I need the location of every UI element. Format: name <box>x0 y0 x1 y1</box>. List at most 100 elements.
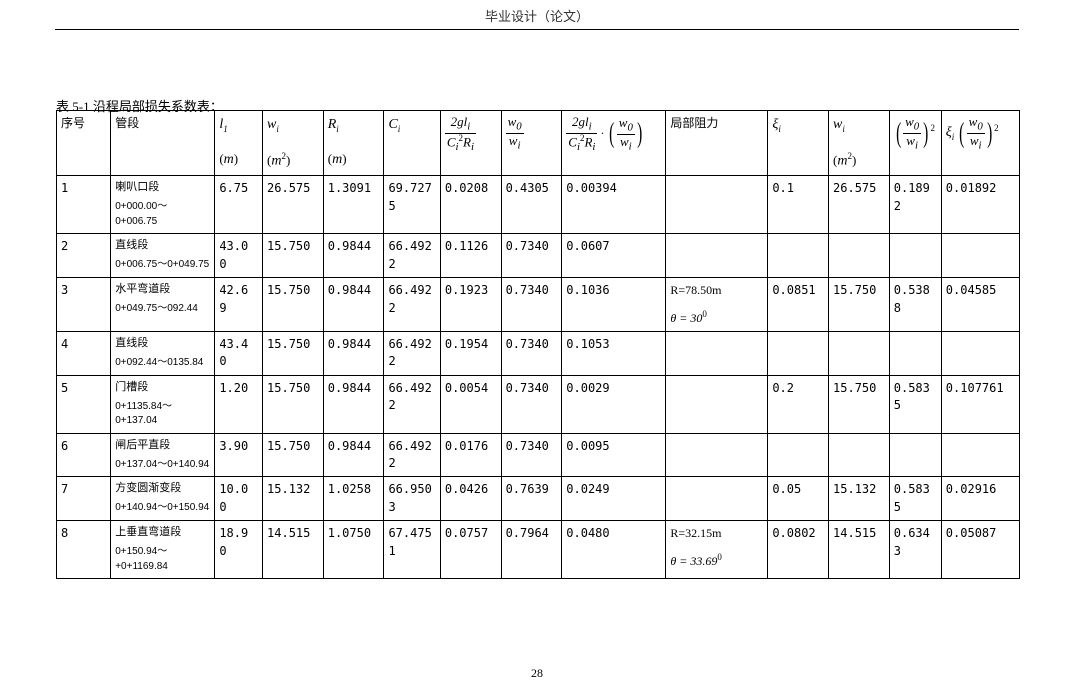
cell-r2: 0.04585 <box>941 278 1019 332</box>
cell-li: 43.40 <box>215 331 263 375</box>
cell-segment: 门槽段0+1135.84～0+137.04 <box>111 375 215 433</box>
cell-li: 10.00 <box>215 477 263 521</box>
cell-ci: 66.4922 <box>384 234 440 278</box>
cell-wi: 15.750 <box>263 331 324 375</box>
cell-ci: 67.4751 <box>384 521 440 579</box>
cell-ri: 0.9844 <box>323 331 384 375</box>
cell-xi <box>768 234 829 278</box>
cell-resistance: R=32.15mθ = 33.690 <box>666 521 768 579</box>
cell-index: 4 <box>57 331 111 375</box>
cell-resistance <box>666 234 768 278</box>
cell-r2 <box>941 331 1019 375</box>
cell-wi2 <box>829 331 890 375</box>
cell-wi2: 15.750 <box>829 375 890 433</box>
table-row: 6闸后平直段0+137.04～0+140.943.9015.7500.98446… <box>57 433 1020 477</box>
cell-index: 2 <box>57 234 111 278</box>
cell-segment: 直线段0+006.75～0+049.75 <box>111 234 215 278</box>
cell-r1: 0.6343 <box>889 521 941 579</box>
cell-q3: 0.1053 <box>562 331 666 375</box>
cell-r1: 0.5835 <box>889 375 941 433</box>
loss-coefficient-table: 序号 管段 l1 (m) wi (m2) Ri (m) Ci 2gli Ci2R… <box>56 110 1020 579</box>
cell-wi: 15.132 <box>263 477 324 521</box>
cell-wi2: 15.132 <box>829 477 890 521</box>
cell-wi: 15.750 <box>263 433 324 477</box>
cell-segment: 水平弯道段0+049.75～092.44 <box>111 278 215 332</box>
cell-r1: 0.1892 <box>889 176 941 234</box>
cell-q1: 0.1126 <box>440 234 501 278</box>
cell-index: 3 <box>57 278 111 332</box>
cell-q1: 0.0054 <box>440 375 501 433</box>
cell-li: 3.90 <box>215 433 263 477</box>
cell-xi: 0.05 <box>768 477 829 521</box>
cell-segment: 喇叭口段0+000.00～ 0+006.75 <box>111 176 215 234</box>
cell-li: 43.00 <box>215 234 263 278</box>
col-xi: ξi <box>768 111 829 176</box>
cell-q1: 0.1923 <box>440 278 501 332</box>
cell-segment: 闸后平直段0+137.04～0+140.94 <box>111 433 215 477</box>
table-row: 8上垂直弯道段0+150.94～+0+1169.8418.9014.5151.0… <box>57 521 1020 579</box>
cell-wi2: 15.750 <box>829 278 890 332</box>
cell-resistance <box>666 477 768 521</box>
cell-li: 1.20 <box>215 375 263 433</box>
cell-ci: 66.4922 <box>384 278 440 332</box>
resist-theta: θ = 300 <box>670 308 763 327</box>
cell-index: 7 <box>57 477 111 521</box>
col-local-resistance: 局部阻力 <box>666 111 768 176</box>
cell-r2 <box>941 234 1019 278</box>
cell-segment: 直线段0+092.44～0135.84 <box>111 331 215 375</box>
cell-q2: 0.7340 <box>501 433 562 477</box>
cell-q3: 0.1036 <box>562 278 666 332</box>
cell-q1: 0.0426 <box>440 477 501 521</box>
cell-ri: 0.9844 <box>323 433 384 477</box>
table-header-row: 序号 管段 l1 (m) wi (m2) Ri (m) Ci 2gli Ci2R… <box>57 111 1020 176</box>
cell-wi2 <box>829 234 890 278</box>
cell-resistance <box>666 375 768 433</box>
cell-q3: 0.0029 <box>562 375 666 433</box>
cell-li: 42.69 <box>215 278 263 332</box>
cell-r1 <box>889 234 941 278</box>
header-rule <box>55 29 1019 30</box>
cell-index: 6 <box>57 433 111 477</box>
col-wi2: wi (m2) <box>829 111 890 176</box>
cell-q2: 0.7340 <box>501 375 562 433</box>
cell-q1: 0.0757 <box>440 521 501 579</box>
resist-radius: R=32.15m <box>670 525 763 542</box>
page-header-title: 毕业设计（论文） <box>485 9 589 24</box>
cell-ci: 66.9503 <box>384 477 440 521</box>
cell-index: 8 <box>57 521 111 579</box>
cell-wi: 15.750 <box>263 375 324 433</box>
cell-q2: 0.7340 <box>501 234 562 278</box>
cell-r2: 0.05087 <box>941 521 1019 579</box>
table: 序号 管段 l1 (m) wi (m2) Ri (m) Ci 2gli Ci2R… <box>56 110 1020 579</box>
cell-r1: 0.5388 <box>889 278 941 332</box>
cell-q3: 0.0480 <box>562 521 666 579</box>
cell-li: 18.90 <box>215 521 263 579</box>
cell-wi: 26.575 <box>263 176 324 234</box>
col-q1: 2gli Ci2Ri <box>440 111 501 176</box>
table-row: 2直线段0+006.75～0+049.7543.0015.7500.984466… <box>57 234 1020 278</box>
cell-q1: 0.0208 <box>440 176 501 234</box>
cell-r2 <box>941 433 1019 477</box>
cell-wi2: 14.515 <box>829 521 890 579</box>
cell-ri: 0.9844 <box>323 234 384 278</box>
cell-index: 5 <box>57 375 111 433</box>
table-row: 4直线段0+092.44～0135.8443.4015.7500.984466.… <box>57 331 1020 375</box>
cell-xi: 0.1 <box>768 176 829 234</box>
cell-q3: 0.0249 <box>562 477 666 521</box>
cell-xi: 0.2 <box>768 375 829 433</box>
cell-xi <box>768 433 829 477</box>
cell-segment: 上垂直弯道段0+150.94～+0+1169.84 <box>111 521 215 579</box>
resist-radius: R=78.50m <box>670 282 763 299</box>
cell-xi: 0.0851 <box>768 278 829 332</box>
cell-wi2: 26.575 <box>829 176 890 234</box>
col-q2: w0 wi <box>501 111 562 176</box>
cell-ri: 0.9844 <box>323 375 384 433</box>
cell-wi: 15.750 <box>263 278 324 332</box>
col-ci: Ci <box>384 111 440 176</box>
col-segment: 管段 <box>111 111 215 176</box>
col-li: l1 (m) <box>215 111 263 176</box>
cell-ri: 0.9844 <box>323 278 384 332</box>
cell-li: 6.75 <box>215 176 263 234</box>
cell-ci: 66.4922 <box>384 375 440 433</box>
cell-q2: 0.4305 <box>501 176 562 234</box>
